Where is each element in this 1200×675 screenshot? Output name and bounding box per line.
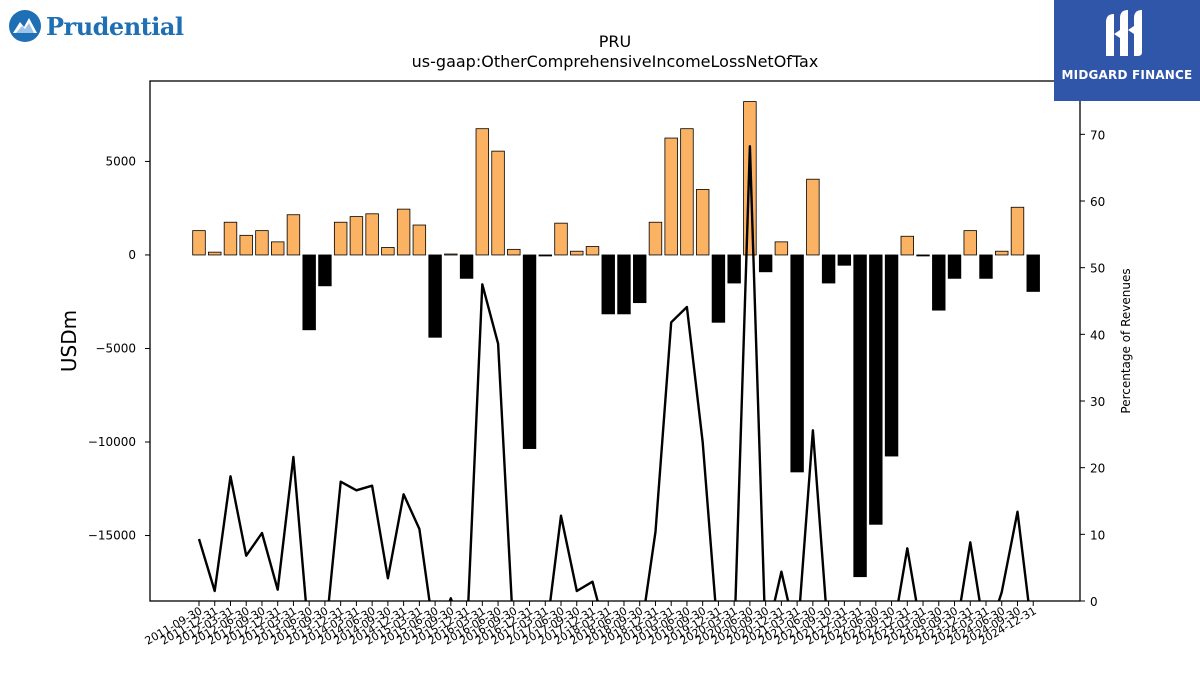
bar bbox=[601, 254, 615, 315]
bar bbox=[554, 222, 568, 256]
bar bbox=[333, 221, 348, 256]
midgard-brand-name: MIDGARD FINANCE bbox=[1061, 68, 1193, 82]
bar bbox=[837, 254, 852, 266]
bar bbox=[223, 221, 238, 256]
bar bbox=[1026, 254, 1040, 292]
bar bbox=[884, 254, 899, 457]
series-line bbox=[197, 145, 1030, 601]
bar bbox=[396, 208, 411, 256]
bar bbox=[995, 250, 1009, 256]
y-tick-label: −5000 bbox=[95, 341, 136, 355]
bar bbox=[664, 137, 678, 256]
bar bbox=[774, 241, 789, 256]
bar bbox=[239, 234, 253, 256]
bar bbox=[633, 254, 647, 304]
bar bbox=[853, 254, 867, 578]
bar bbox=[286, 214, 301, 256]
y2-tick-label: 50 bbox=[1090, 262, 1105, 276]
bar bbox=[475, 128, 490, 256]
bar bbox=[538, 254, 552, 257]
chart-title: PRU bbox=[599, 32, 631, 51]
bar bbox=[1010, 206, 1025, 256]
bar bbox=[617, 254, 631, 315]
bar bbox=[947, 254, 962, 279]
bar bbox=[790, 254, 804, 473]
bar bbox=[412, 224, 427, 256]
bar bbox=[349, 216, 364, 256]
y2-tick-label: 20 bbox=[1090, 462, 1105, 476]
bar bbox=[208, 251, 222, 256]
bar bbox=[444, 253, 458, 256]
y2-tick-label: 60 bbox=[1090, 195, 1105, 209]
bar bbox=[916, 254, 930, 257]
midgard-mark-icon bbox=[1106, 10, 1142, 56]
y2-tick-label: 40 bbox=[1090, 328, 1105, 342]
bar bbox=[365, 213, 379, 256]
bar bbox=[711, 254, 726, 323]
bar bbox=[900, 235, 915, 256]
bar bbox=[507, 248, 521, 256]
prudential-logo: Prudential bbox=[8, 6, 184, 46]
bar bbox=[932, 254, 946, 311]
bar bbox=[318, 254, 332, 287]
bar bbox=[963, 230, 977, 256]
midgard-finance-logo: MIDGARD FINANCE bbox=[1054, 0, 1200, 101]
bar bbox=[806, 178, 820, 256]
bar bbox=[821, 254, 836, 284]
bar bbox=[491, 150, 505, 256]
bar bbox=[648, 221, 663, 256]
bar bbox=[585, 246, 600, 256]
bar bbox=[979, 254, 993, 279]
prudential-brand-name: Prudential bbox=[46, 11, 184, 41]
bar bbox=[381, 247, 395, 256]
bar bbox=[255, 230, 269, 256]
bar bbox=[270, 241, 285, 256]
bar bbox=[695, 189, 710, 256]
bar bbox=[192, 230, 206, 256]
y-tick-label: −15000 bbox=[88, 529, 136, 543]
plot-frame bbox=[149, 80, 1081, 602]
bar bbox=[727, 254, 741, 284]
plot-area: −15000−10000−500005000010203040506070201… bbox=[88, 101, 1105, 648]
bar bbox=[302, 254, 316, 331]
bar bbox=[459, 254, 474, 279]
y2-tick-label: 0 bbox=[1090, 595, 1098, 609]
bar bbox=[522, 254, 537, 449]
y2-tick-label: 30 bbox=[1090, 395, 1105, 409]
bar bbox=[570, 250, 584, 256]
y-tick-label: 0 bbox=[128, 248, 136, 262]
y2-axis-label: Percentage of Revenues bbox=[1119, 268, 1133, 413]
bar bbox=[758, 254, 773, 273]
y-tick-label: −10000 bbox=[88, 435, 136, 449]
bar bbox=[680, 128, 694, 256]
bar bbox=[428, 254, 442, 338]
y-axis-label: USDm bbox=[57, 310, 81, 372]
y2-tick-label: 10 bbox=[1090, 528, 1105, 542]
y-tick-label: 5000 bbox=[105, 154, 136, 168]
y2-tick-label: 70 bbox=[1090, 128, 1105, 142]
chart-subtitle: us-gaap:OtherComprehensiveIncomeLossNetO… bbox=[412, 52, 819, 71]
rock-icon bbox=[9, 10, 41, 42]
bar bbox=[869, 254, 883, 525]
